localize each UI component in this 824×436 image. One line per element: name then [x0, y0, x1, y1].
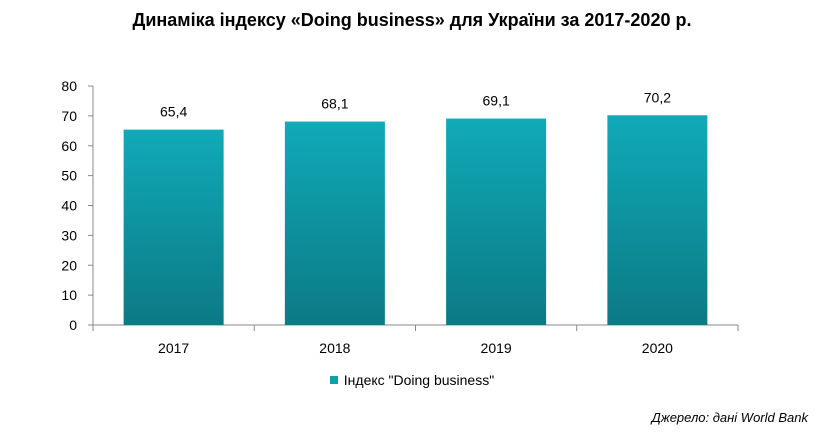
y-tick-label: 40 — [61, 198, 77, 214]
data-label: 65,4 — [160, 104, 187, 120]
x-tick-label: 2020 — [642, 340, 673, 356]
legend-swatch — [329, 376, 338, 385]
bar — [446, 118, 547, 325]
y-tick-label: 70 — [61, 108, 77, 124]
y-tick-label: 0 — [69, 317, 77, 333]
x-tick-label: 2018 — [319, 340, 350, 356]
data-labels: 65,4 68,1 69,1 70,2 — [160, 89, 671, 119]
data-label: 70,2 — [644, 89, 671, 105]
data-label: 68,1 — [321, 96, 348, 112]
data-label: 69,1 — [483, 93, 510, 109]
bar — [284, 121, 385, 326]
x-tick-label: 2019 — [481, 340, 512, 356]
y-tick-label: 60 — [61, 138, 77, 154]
y-tick-label: 10 — [61, 287, 77, 303]
x-axis: 2017 2018 2019 2020 — [92, 324, 739, 356]
chart-title: Динаміка індексу «Doing business» для Ук… — [132, 10, 692, 30]
bar — [607, 115, 708, 325]
y-axis: 0 10 20 30 40 50 60 70 80 — [61, 78, 94, 333]
source-note: Джерело: дані World Bank — [651, 410, 808, 425]
y-tick-label: 30 — [61, 227, 77, 243]
bar — [123, 129, 224, 325]
y-tick-label: 80 — [61, 78, 77, 94]
y-tick-label: 50 — [61, 168, 77, 184]
x-tick-label: 2017 — [158, 340, 189, 356]
legend-label: Індекс "Doing business" — [343, 372, 495, 388]
bars — [123, 115, 708, 326]
legend: Індекс "Doing business" — [0, 372, 824, 388]
y-tick-label: 20 — [61, 257, 77, 273]
